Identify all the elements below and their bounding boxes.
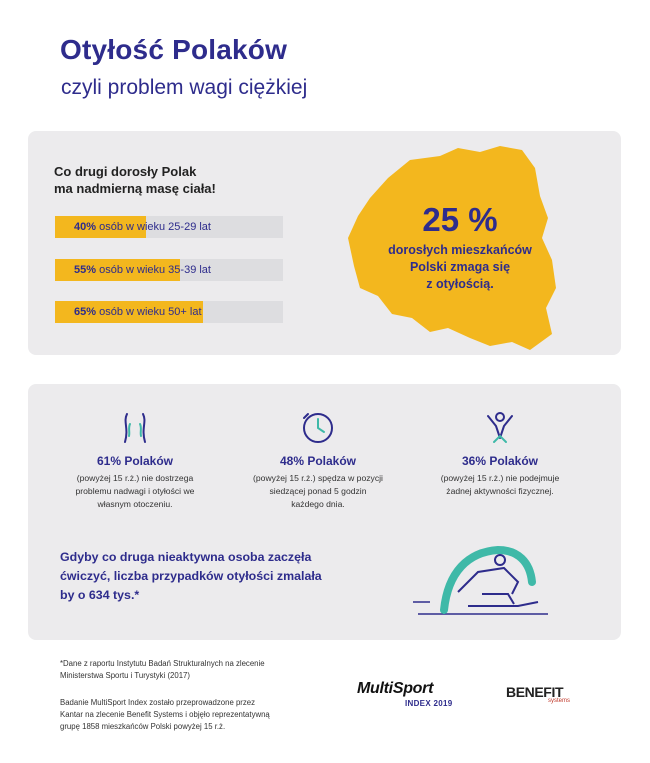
footnote-source: *Dane z raportu Instytutu Badań Struktur… — [60, 659, 265, 680]
lead-line-2: ma nadmierną masę ciała! — [54, 181, 216, 196]
impact-statement: Gdyby co druga nieaktywna osoba zaczęła … — [60, 550, 322, 602]
age-bar-25-29: 40% osób w wieku 25-29 lat — [55, 216, 283, 238]
stat-block: 36% Polaków (powyżej 15 r.ż.) nie podejm… — [410, 408, 590, 498]
multisport-logo: MultiSport INDEX 2019 — [357, 680, 453, 708]
lead-text: Co drugi dorosły Polak ma nadmierną masę… — [54, 163, 216, 197]
age-bar-fill — [55, 216, 147, 238]
stat-block: 61% Polaków (powyżej 15 r.ż.) nie dostrz… — [45, 408, 225, 511]
footnote-method: Badanie MultiSport Index zostało przepro… — [60, 698, 270, 731]
stat-description: (powyżej 15 r.ż.) nie dostrzega problemu… — [75, 473, 195, 509]
age-bar-fill — [55, 259, 181, 281]
age-bar-label: 40% osób w wieku 25-29 lat — [74, 221, 211, 233]
page-subtitle: czyli problem wagi ciężkiej — [61, 76, 308, 99]
stat-headline: 36% Polaków — [461, 454, 539, 468]
stat-headline: 61% Polaków — [96, 454, 174, 468]
age-bar-50-plus: 65% osób w wieku 50+ lat — [55, 301, 283, 323]
age-bar-label: 55% osób w wieku 35-39 lat — [74, 264, 211, 276]
person-arms-up-icon — [487, 412, 513, 443]
benefit-systems-logo: BENEFIT systems — [506, 684, 571, 704]
stat-headline: 48% Polaków — [279, 454, 357, 468]
stat-description: (powyżej 15 r.ż.) nie podejmuje żadnej a… — [440, 473, 560, 496]
yoga-stretch-illustration — [413, 545, 548, 615]
page-title: Otyłość Polaków — [60, 34, 288, 65]
clock-icon — [303, 413, 333, 443]
obesity-caption: dorosłych mieszkańców Polski zmaga się z… — [388, 243, 532, 291]
body-silhouette-icon — [124, 413, 146, 443]
age-bar-35-39: 55% osób w wieku 35-39 lat — [55, 259, 283, 281]
stat-description: (powyżej 15 r.ż.) spędza w pozycji siedz… — [253, 473, 383, 509]
obesity-highlight: 25 % dorosłych mieszkańców Polski zmaga … — [355, 202, 565, 293]
stat-block: 48% Polaków (powyżej 15 r.ż.) spędza w p… — [228, 408, 408, 511]
poland-map-shape — [348, 146, 556, 350]
age-bar-label: 65% osób w wieku 50+ lat — [74, 306, 202, 318]
lead-line-1: Co drugi dorosły Polak — [54, 164, 197, 179]
age-bar-fill — [55, 301, 204, 323]
obesity-percent: 25 % — [422, 201, 498, 238]
